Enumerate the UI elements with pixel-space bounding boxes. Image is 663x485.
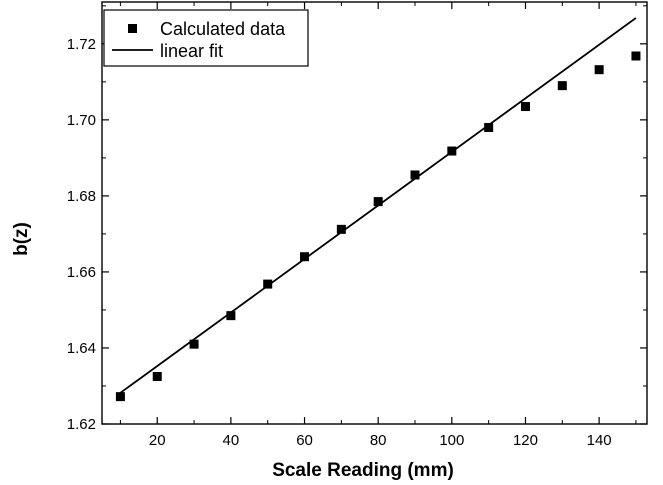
y-axis-label: b(z): [11, 222, 32, 256]
y-tick-label: 1.62: [67, 416, 96, 433]
y-tick-label: 1.72: [67, 36, 96, 53]
data-point: [152, 371, 162, 381]
legend-label-calculated: Calculated data: [160, 19, 286, 39]
x-axis-ticks: 20 40 60 80 100 120 140: [119, 2, 637, 449]
data-point: [484, 122, 494, 132]
x-tick-label: 100: [439, 432, 464, 449]
x-tick-label: 20: [149, 432, 166, 449]
y-tick-label: 1.66: [67, 264, 96, 281]
legend: Calculated data linear fit: [103, 9, 309, 67]
x-axis-label: Scale Reading (mm): [272, 460, 454, 481]
data-point: [594, 65, 604, 75]
x-tick-label: 120: [513, 432, 538, 449]
y-tick-label: 1.64: [67, 340, 96, 357]
y-tick-label: 1.70: [67, 112, 96, 129]
data-point: [226, 311, 236, 321]
y-tick-label: 1.68: [67, 188, 96, 205]
data-point: [631, 51, 641, 61]
plot-frame: [101, 1, 648, 425]
data-points-group: [115, 51, 641, 402]
data-point: [373, 197, 383, 207]
plot-frame-group: [101, 1, 648, 425]
legend-label-fit: linear fit: [160, 41, 223, 61]
y-axis-ticks: 1.62 1.64 1.66 1.68 1.70 1.72: [67, 5, 647, 433]
legend-marker-calculated: [128, 24, 137, 33]
data-point: [447, 146, 457, 156]
data-point: [336, 224, 346, 234]
data-point: [300, 252, 310, 262]
legend-box: [103, 9, 309, 67]
x-tick-label: 140: [587, 432, 612, 449]
data-point: [115, 392, 125, 402]
x-tick-label: 40: [223, 432, 240, 449]
data-point: [410, 170, 420, 180]
data-point: [263, 279, 273, 289]
x-tick-label: 60: [296, 432, 313, 449]
data-point: [520, 102, 530, 112]
x-tick-label: 80: [370, 432, 387, 449]
data-point: [189, 339, 199, 349]
data-point: [557, 81, 567, 91]
